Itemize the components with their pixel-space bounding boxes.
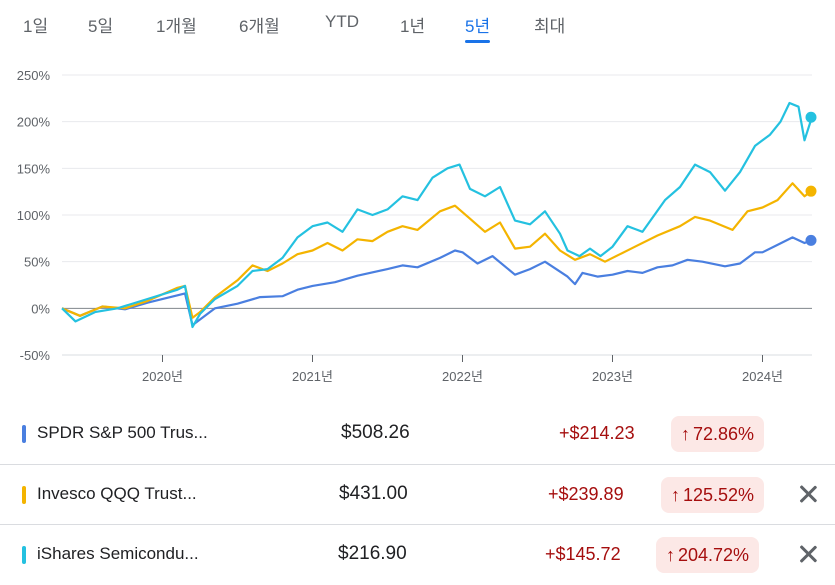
tab-max[interactable]: 최대 (534, 17, 566, 36)
tab-ytd[interactable]: YTD (325, 12, 359, 31)
series-end-dot-0 (805, 234, 817, 246)
holding-row-spy[interactable]: SPDR S&P 500 Trus... $508.26 +$214.23 ↑ 7… (0, 404, 835, 464)
holding-change: +$145.72 (545, 544, 621, 564)
y-tick-label: 200% (17, 115, 51, 130)
holding-price: $508.26 (341, 422, 410, 443)
tab-1y[interactable]: 1년 (400, 17, 426, 36)
performance-chart[interactable]: 250% 200% 150% 100% 50% 0% -50% 2020년 2021년 2022년… (0, 62, 835, 392)
x-tick-label: 2024년 (742, 369, 783, 384)
series-color-swatch (22, 486, 26, 504)
series-color-swatch (22, 546, 26, 564)
x-tick-label: 2023년 (592, 369, 633, 384)
holding-name: SPDR S&P 500 Trus... (37, 423, 208, 442)
x-tick-label: 2021년 (292, 369, 333, 384)
series-end-dot-2 (805, 111, 817, 123)
period-tabs: 1일 5일 1개월 6개월 YTD 1년 5년 최대 (0, 0, 835, 48)
close-icon[interactable] (796, 542, 820, 566)
holding-pct: 204.72% (678, 545, 750, 565)
y-tick-label: 250% (17, 68, 51, 83)
holding-pct: 125.52% (683, 485, 755, 505)
series-line-1[interactable] (61, 182, 813, 319)
series-color-swatch (22, 425, 26, 443)
holding-pct-badge: ↑ 72.86% (671, 416, 765, 452)
series-end-dot-1 (805, 185, 817, 197)
tab-1d[interactable]: 1일 (23, 17, 49, 36)
holding-price: $431.00 (339, 483, 408, 504)
arrow-up-icon: ↑ (666, 545, 675, 565)
holding-name: iShares Semicondu... (37, 544, 199, 563)
y-tick-label: -50% (20, 348, 51, 363)
y-tick-label: 0% (31, 301, 50, 316)
x-tick-label: 2022년 (442, 369, 483, 384)
tab-1m[interactable]: 1개월 (156, 17, 197, 36)
series-line-0[interactable] (61, 236, 813, 327)
y-tick-label: 100% (17, 208, 51, 223)
holding-row-soxx[interactable]: iShares Semicondu... $216.90 +$145.72 ↑ 2… (0, 524, 835, 585)
holding-change: +$239.89 (548, 484, 624, 504)
y-tick-label: 150% (17, 161, 51, 176)
series-line-2[interactable] (61, 101, 814, 329)
holding-pct-badge: ↑ 125.52% (661, 477, 765, 513)
arrow-up-icon: ↑ (671, 485, 680, 505)
holding-pct-badge: ↑ 204.72% (656, 537, 760, 573)
close-icon[interactable] (796, 482, 820, 506)
holding-change: +$214.23 (559, 423, 635, 443)
x-tick-label: 2020년 (142, 369, 183, 384)
holding-pct: 72.86% (693, 424, 755, 444)
holding-price: $216.90 (338, 543, 407, 564)
holding-row-qqq[interactable]: Invesco QQQ Trust... $431.00 +$239.89 ↑ 1… (0, 464, 835, 525)
tab-5d[interactable]: 5일 (88, 17, 114, 36)
tab-5y[interactable]: 5년 (465, 12, 491, 43)
tab-6m[interactable]: 6개월 (239, 17, 280, 36)
holding-name: Invesco QQQ Trust... (37, 484, 197, 503)
y-tick-label: 50% (24, 255, 50, 270)
arrow-up-icon: ↑ (681, 424, 690, 444)
